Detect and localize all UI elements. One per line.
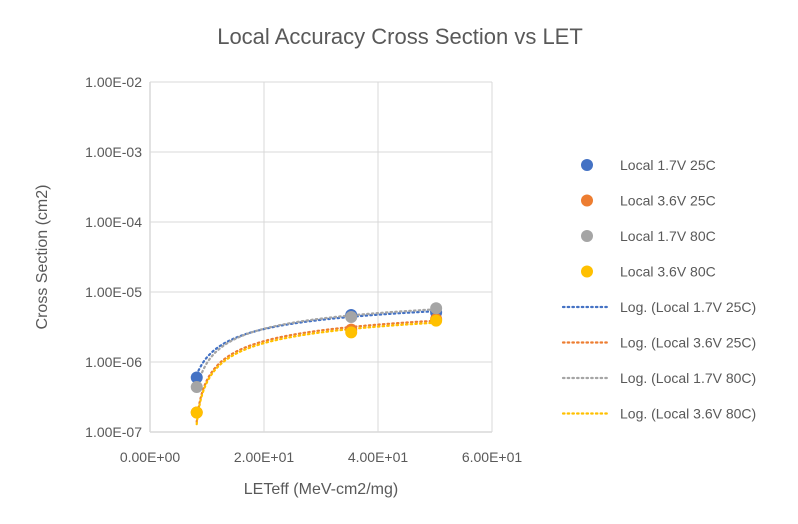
legend-label: Local 1.7V 25C [620,157,716,173]
x-tick-label: 6.00E+01 [462,449,523,465]
legend-label: Log. (Local 1.7V 25C) [620,299,756,315]
legend-marker [581,230,593,242]
y-tick-label: 1.00E-03 [85,144,142,160]
trendline [195,321,438,426]
trendline [195,308,438,392]
legend-label: Log. (Local 3.6V 25C) [620,335,756,351]
trendline [195,319,438,423]
y-tick-label: 1.00E-06 [85,354,142,370]
data-point [190,371,203,384]
y-tick-label: 1.00E-07 [85,424,142,440]
data-points [190,302,443,419]
data-point [430,302,443,315]
trendlines [195,308,438,426]
data-point [345,326,358,339]
legend-label: Local 3.6V 25C [620,193,716,209]
data-point [190,380,203,393]
tick-labels: 1.00E-07 1.00E-06 1.00E-05 1.00E-04 1.00E-03… [85,74,522,465]
legend-label: Local 3.6V 80C [620,264,716,280]
data-point [430,314,443,327]
y-tick-label: 1.00E-02 [85,74,142,90]
x-tick-label: 4.00E+01 [348,449,409,465]
legend-label: Log. (Local 3.6V 80C) [620,406,756,422]
y-axis-title: Cross Section (cm2) [34,185,51,330]
x-tick-label: 0.00E+00 [120,449,181,465]
legend-marker [581,265,593,278]
legend-label: Log. (Local 1.7V 80C) [620,370,756,386]
y-tick-label: 1.00E-04 [85,214,142,230]
y-tick-label: 1.00E-05 [85,284,142,300]
trendline [195,310,438,376]
x-tick-label: 2.00E+01 [234,449,295,465]
x-axis-title: LETeff (MeV-cm2/mg) [244,481,398,498]
chart-title: Local Accuracy Cross Section vs LET [217,24,583,49]
legend: Local 1.7V 25C Local 3.6V 25C Local 1.7V 8… [561,157,756,422]
legend-marker [581,194,593,207]
data-point [345,310,358,323]
legend-marker [581,159,593,171]
legend-label: Local 1.7V 80C [620,228,716,244]
data-point [190,406,203,419]
